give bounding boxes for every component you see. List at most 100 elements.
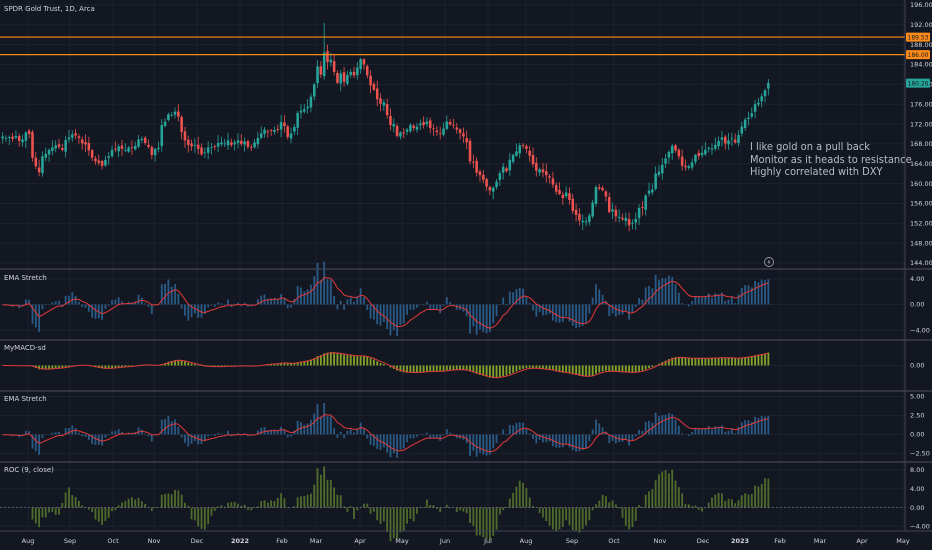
candle-body[interactable] (482, 174, 485, 180)
candle-body[interactable] (104, 159, 107, 166)
candle-body[interactable] (511, 154, 515, 162)
candle-body[interactable] (322, 52, 326, 77)
candle-body[interactable] (389, 115, 392, 126)
candle-body[interactable] (624, 217, 628, 221)
candle-body[interactable] (319, 66, 323, 75)
candle-body[interactable] (269, 130, 273, 132)
candle-body[interactable] (737, 134, 740, 144)
candle-body[interactable] (293, 127, 296, 132)
candle-body[interactable] (564, 192, 568, 197)
candle-body[interactable] (670, 145, 674, 154)
candle-body[interactable] (34, 157, 38, 167)
candle-body[interactable] (538, 169, 541, 173)
candle-body[interactable] (150, 147, 154, 155)
candle-body[interactable] (412, 125, 415, 129)
candle-body[interactable] (286, 126, 289, 137)
candle-body[interactable] (289, 133, 293, 139)
candle-body[interactable] (478, 171, 482, 176)
candle-body[interactable] (667, 151, 671, 158)
candle-body[interactable] (405, 129, 409, 132)
candle-body[interactable] (717, 140, 720, 147)
candle-body[interactable] (747, 117, 750, 120)
candle-body[interactable] (452, 124, 455, 126)
candle-body[interactable] (528, 150, 531, 156)
candle-body[interactable] (541, 169, 545, 173)
candle-body[interactable] (97, 160, 101, 163)
candle-body[interactable] (74, 133, 77, 136)
candle-body[interactable] (90, 150, 94, 158)
candle-body[interactable] (177, 111, 180, 117)
candle-body[interactable] (568, 193, 571, 201)
candle-body[interactable] (14, 135, 18, 138)
candle-body[interactable] (94, 158, 97, 162)
ema-stretch-1[interactable] (1, 261, 770, 337)
candle-body[interactable] (601, 187, 604, 191)
candle-body[interactable] (455, 127, 459, 130)
candle-body[interactable] (24, 132, 28, 141)
candle-body[interactable] (216, 142, 220, 147)
candle-body[interactable] (485, 179, 488, 187)
candle-body[interactable] (114, 148, 117, 150)
resistance-price-badge[interactable] (906, 50, 930, 60)
candle-body[interactable] (554, 185, 558, 192)
candle-body[interactable] (508, 159, 512, 171)
candle-body[interactable] (548, 176, 551, 178)
candle-body[interactable] (366, 66, 369, 76)
candle-body[interactable] (687, 166, 691, 169)
candle-body[interactable] (723, 136, 727, 144)
mymacd-sd[interactable] (2, 351, 770, 379)
candle-body[interactable] (720, 137, 724, 140)
candle-body[interactable] (425, 121, 429, 125)
candle-body[interactable] (130, 147, 134, 149)
candle-body[interactable] (362, 59, 366, 65)
candle-body[interactable] (651, 189, 654, 193)
candle-body[interactable] (488, 187, 492, 191)
candle-body[interactable] (47, 149, 51, 155)
candle-body[interactable] (767, 82, 770, 89)
candle-body[interactable] (352, 71, 356, 76)
candle-body[interactable] (525, 146, 528, 149)
candle-body[interactable] (157, 147, 160, 150)
candle-body[interactable] (501, 166, 505, 173)
candle-body[interactable] (442, 128, 445, 135)
candle-body[interactable] (428, 120, 432, 129)
candle-body[interactable] (495, 181, 498, 188)
candle-body[interactable] (607, 197, 611, 212)
candle-body[interactable] (210, 146, 213, 148)
candle-body[interactable] (87, 142, 91, 151)
candle-body[interactable] (475, 160, 478, 173)
candle-body[interactable] (8, 136, 11, 138)
candle-body[interactable] (100, 160, 104, 166)
candle-body[interactable] (760, 96, 763, 102)
candle-body[interactable] (329, 59, 333, 63)
candle-body[interactable] (518, 145, 522, 154)
candle-body[interactable] (657, 171, 661, 175)
candle-body[interactable] (71, 134, 74, 138)
candle-body[interactable] (445, 121, 449, 129)
candle-body[interactable] (515, 151, 518, 156)
candle-body[interactable] (316, 66, 319, 84)
candle-body[interactable] (256, 137, 260, 145)
candle-body[interactable] (680, 156, 684, 166)
candle-body[interactable] (392, 124, 396, 127)
candle-body[interactable] (200, 147, 203, 155)
candle-body[interactable] (458, 129, 462, 134)
candle-body[interactable] (594, 187, 598, 204)
candle-body[interactable] (710, 148, 714, 150)
candle-body[interactable] (326, 50, 329, 63)
candle-body[interactable] (279, 122, 283, 130)
candle-body[interactable] (349, 71, 352, 76)
candle-body[interactable] (664, 158, 667, 164)
candle-body[interactable] (677, 149, 681, 157)
candle-body[interactable] (707, 147, 710, 149)
candle-body[interactable] (631, 222, 634, 224)
candle-body[interactable] (4, 137, 8, 139)
candle-body[interactable] (584, 221, 588, 223)
candle-body[interactable] (117, 146, 120, 152)
candle-body[interactable] (535, 162, 538, 171)
candle-body[interactable] (44, 153, 48, 158)
candle-body[interactable] (21, 139, 24, 143)
price-pane[interactable] (0, 22, 905, 232)
candle-body[interactable] (80, 139, 84, 144)
candle-body[interactable] (694, 154, 697, 162)
